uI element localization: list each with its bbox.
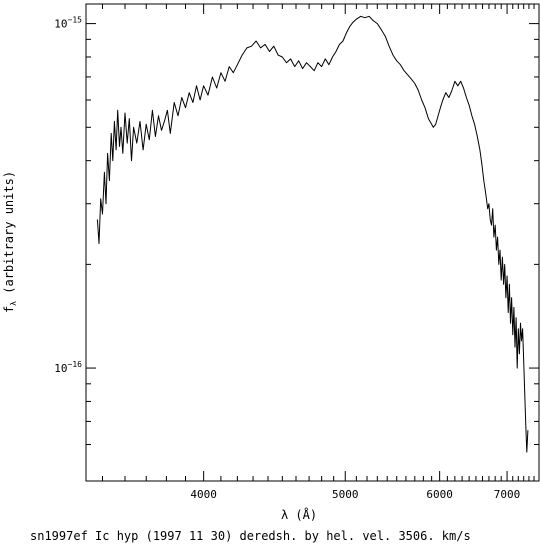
y-tick-label-exponent: −15 [68, 16, 83, 25]
y-tick-label-base: 10 [54, 18, 67, 31]
y-tick-label-base: 10 [54, 362, 67, 375]
y-axis-label-subscript: λ [9, 301, 18, 306]
y-axis-label-units: (arbitrary units) [2, 171, 16, 301]
x-tick-label: 5000 [332, 488, 359, 501]
y-tick-label: 10−16 [54, 360, 82, 375]
x-axis-tick-labels: 4000 5000 6000 7000 [190, 488, 520, 501]
spectrum-series-line [96, 15, 529, 453]
x-tick-label: 7000 [494, 488, 521, 501]
y-tick-label-exponent: −16 [68, 360, 83, 369]
x-tick-label: 6000 [426, 488, 453, 501]
y-tick-label: 10−15 [54, 16, 82, 31]
x-axis-label: λ (Å) [281, 507, 317, 522]
x-axis-ticks [102, 4, 535, 481]
x-tick-label: 4000 [190, 488, 217, 501]
y-axis-label-symbol: f [2, 306, 16, 313]
chart-caption: sn1997ef Ic hyp (1997 11 30) deredsh. by… [30, 529, 471, 543]
y-axis-label: fλ (arbitrary units) [2, 171, 18, 313]
plot-frame [85, 3, 540, 482]
y-axis-ticks [86, 23, 539, 445]
